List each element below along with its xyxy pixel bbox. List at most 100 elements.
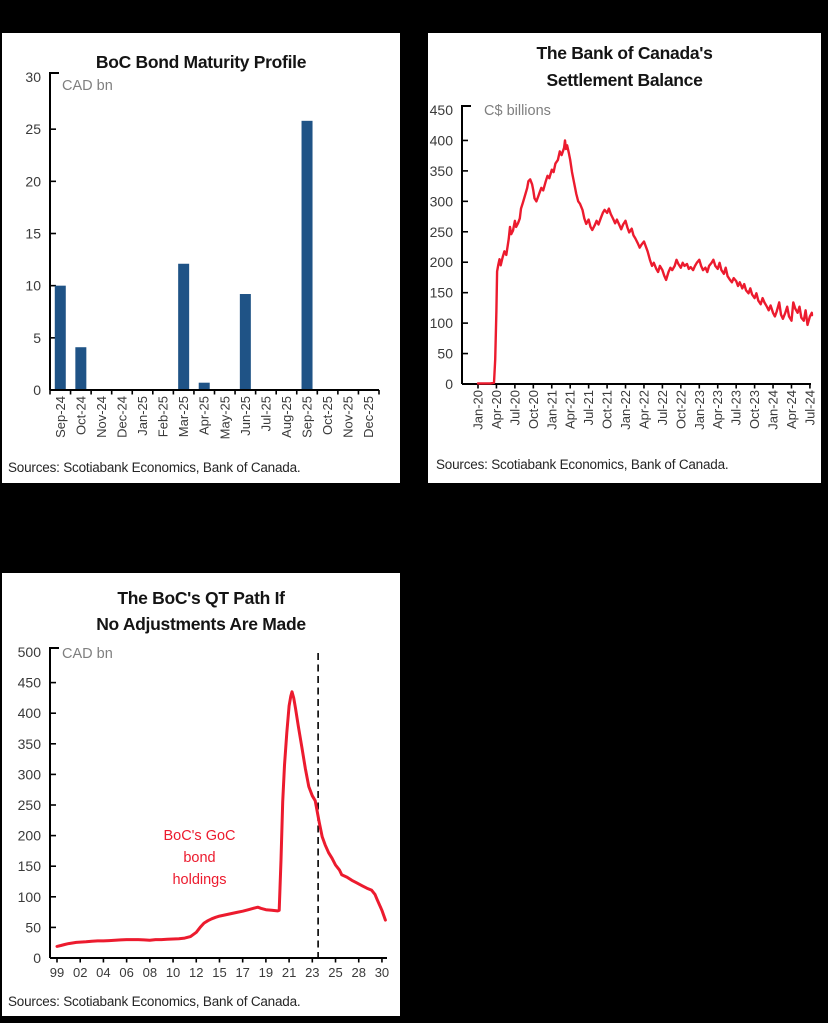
svg-text:300: 300: [18, 766, 42, 782]
source-note: Sources: Scotiabank Economics, Bank of C…: [8, 460, 301, 475]
svg-text:02: 02: [73, 965, 87, 980]
svg-text:0: 0: [445, 376, 453, 392]
svg-text:Apr-25: Apr-25: [197, 396, 212, 435]
svg-text:Oct-24: Oct-24: [73, 396, 88, 435]
svg-text:Jul-22: Jul-22: [655, 390, 670, 425]
svg-text:25: 25: [25, 121, 41, 137]
svg-text:10: 10: [166, 965, 180, 980]
svg-text:Oct-22: Oct-22: [673, 390, 688, 429]
svg-text:250: 250: [430, 224, 454, 240]
svg-text:Mar-25: Mar-25: [176, 396, 191, 437]
svg-text:Jul-21: Jul-21: [581, 390, 596, 425]
svg-text:04: 04: [96, 965, 110, 980]
svg-text:50: 50: [25, 919, 41, 935]
svg-text:30: 30: [375, 965, 389, 980]
source-note: Sources: Scotiabank Economics, Bank of C…: [8, 994, 301, 1009]
axis-unit-label: CAD bn: [62, 78, 113, 94]
svg-text:250: 250: [18, 797, 42, 813]
svg-text:19: 19: [259, 965, 273, 980]
svg-text:Dec-25: Dec-25: [361, 396, 376, 438]
series-annotation: BoC's GoC bond holdings: [132, 825, 267, 891]
svg-text:10: 10: [25, 278, 41, 294]
svg-text:200: 200: [430, 254, 454, 270]
svg-text:400: 400: [18, 705, 42, 721]
svg-text:Oct-25: Oct-25: [320, 396, 335, 435]
svg-text:20: 20: [25, 173, 41, 189]
chart-title-line: The Bank of Canada's: [536, 43, 713, 63]
svg-text:Jul-25: Jul-25: [258, 396, 273, 431]
source-note: Sources: Scotiabank Economics, Bank of C…: [436, 457, 729, 472]
svg-text:50: 50: [437, 346, 453, 362]
svg-text:100: 100: [18, 889, 42, 905]
svg-text:Jan-23: Jan-23: [692, 390, 707, 430]
svg-text:23: 23: [305, 965, 319, 980]
svg-text:15: 15: [25, 226, 41, 242]
svg-text:0: 0: [33, 382, 41, 398]
svg-text:Apr-21: Apr-21: [563, 390, 578, 429]
svg-text:30: 30: [25, 69, 41, 85]
svg-text:Sep-25: Sep-25: [300, 396, 315, 438]
chart-title-line: The BoC's QT Path If: [117, 588, 285, 608]
svg-text:Oct-23: Oct-23: [747, 390, 762, 429]
svg-text:5: 5: [33, 330, 41, 346]
line-chart-svg: 0 50 100 150 200 250 300 350 400 450 500 99 02 04 06 08…: [18, 644, 390, 980]
svg-text:12: 12: [189, 965, 203, 980]
svg-text:400: 400: [430, 132, 454, 148]
svg-text:08: 08: [143, 965, 157, 980]
svg-text:Jan-21: Jan-21: [544, 390, 559, 430]
axis-unit-label: CAD bn: [62, 646, 113, 662]
chart-title-line: Settlement Balance: [546, 70, 703, 90]
svg-text:99: 99: [50, 965, 64, 980]
chart-panel-qt-path: The BoC's QT Path If No Adjustments Are …: [2, 573, 400, 1016]
svg-text:Nov-24: Nov-24: [94, 396, 109, 438]
svg-text:21: 21: [282, 965, 296, 980]
annotation-line: BoC's GoC: [163, 828, 236, 844]
chart-title: BoC Bond Maturity Profile: [2, 49, 400, 75]
svg-text:Nov-25: Nov-25: [341, 396, 356, 438]
svg-text:Feb-25: Feb-25: [156, 396, 171, 437]
svg-text:25: 25: [328, 965, 342, 980]
svg-text:Sep-24: Sep-24: [53, 396, 68, 438]
svg-text:Dec-24: Dec-24: [114, 396, 129, 438]
annotation-line: bond: [183, 850, 216, 866]
svg-text:15: 15: [212, 965, 226, 980]
svg-text:450: 450: [430, 102, 454, 118]
svg-text:150: 150: [430, 285, 454, 301]
svg-text:200: 200: [18, 828, 42, 844]
svg-text:Jul-23: Jul-23: [729, 390, 744, 425]
svg-text:Jan-24: Jan-24: [766, 390, 781, 430]
svg-text:06: 06: [119, 965, 133, 980]
annotation-line: holdings: [172, 872, 227, 888]
svg-text:Jul-24: Jul-24: [802, 390, 817, 425]
svg-text:Apr-20: Apr-20: [489, 390, 504, 429]
svg-text:Apr-23: Apr-23: [710, 390, 725, 429]
chart-title-line: BoC Bond Maturity Profile: [95, 52, 307, 72]
svg-text:17: 17: [235, 965, 249, 980]
svg-text:Oct-20: Oct-20: [526, 390, 541, 429]
svg-text:Jun-25: Jun-25: [238, 396, 253, 436]
chart-panel-settlement-balance: The Bank of Canada's Settlement Balance …: [428, 33, 821, 483]
svg-text:Jan-20: Jan-20: [471, 390, 486, 430]
chart-panel-bond-maturity: BoC Bond Maturity Profile CAD bn 0 5 10 15 2…: [2, 33, 400, 483]
chart-title: The BoC's QT Path If No Adjustments Are …: [2, 585, 400, 637]
axis-unit-label: C$ billions: [484, 103, 551, 119]
chart-title-line: No Adjustments Are Made: [96, 614, 306, 634]
svg-text:450: 450: [18, 675, 42, 691]
svg-text:Oct-21: Oct-21: [600, 390, 615, 429]
svg-text:Jul-20: Jul-20: [507, 390, 522, 425]
svg-text:Aug-25: Aug-25: [279, 396, 294, 438]
svg-text:Jan-22: Jan-22: [618, 390, 633, 430]
svg-text:350: 350: [18, 736, 42, 752]
svg-text:500: 500: [18, 644, 42, 660]
svg-text:150: 150: [18, 858, 42, 874]
svg-text:300: 300: [430, 193, 454, 209]
svg-text:May-25: May-25: [217, 396, 232, 439]
svg-text:28: 28: [351, 965, 365, 980]
svg-text:100: 100: [430, 315, 454, 331]
svg-text:0: 0: [33, 950, 41, 966]
chart-title: The Bank of Canada's Settlement Balance: [428, 40, 821, 94]
svg-text:Apr-22: Apr-22: [636, 390, 651, 429]
svg-text:Jan-25: Jan-25: [135, 396, 150, 436]
